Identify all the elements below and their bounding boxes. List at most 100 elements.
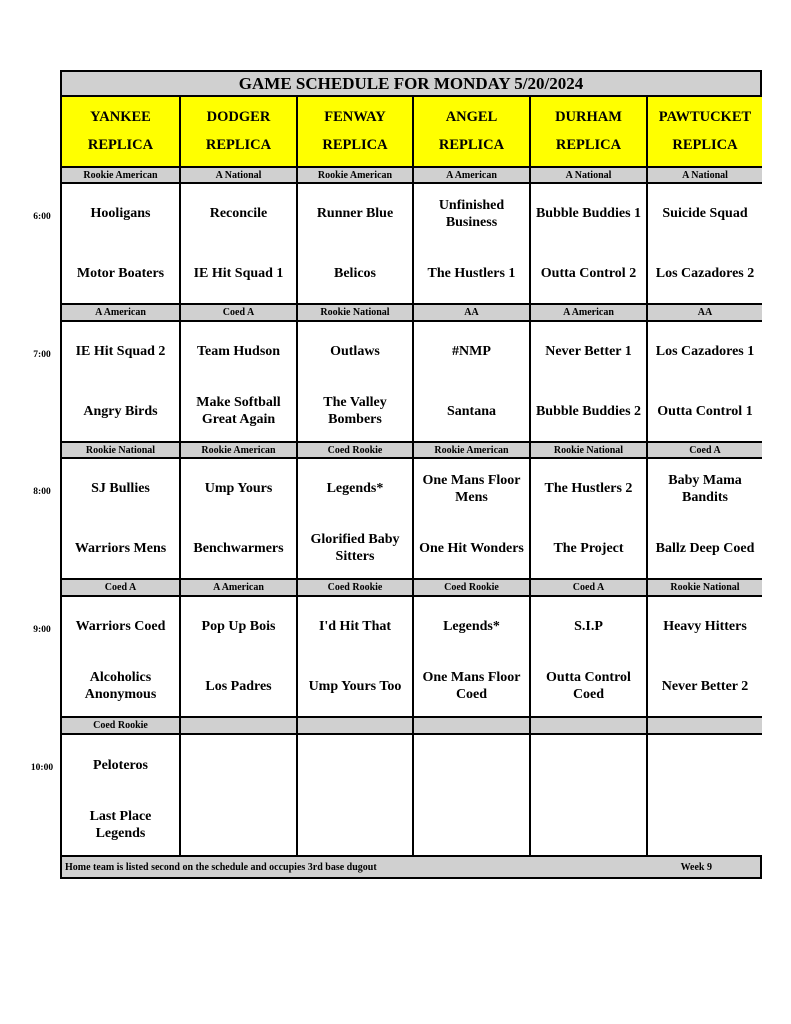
- home-team: Make Softball Great Again: [196, 395, 281, 428]
- field-name: YANKEE: [90, 108, 151, 125]
- division-label: Rookie American: [414, 443, 529, 457]
- division-label: Coed Rookie: [414, 580, 529, 595]
- game-cell: Unfinished Business The Hustlers 1: [414, 184, 529, 303]
- home-team: Santana: [446, 403, 497, 419]
- division-label: Coed Rookie: [62, 718, 179, 733]
- home-team: [298, 795, 412, 855]
- home-team: Ballz Deep Coed: [655, 540, 755, 556]
- game-cell: [648, 735, 762, 855]
- field-subtitle: REPLICA: [87, 137, 154, 154]
- home-team: Los Padres: [205, 678, 272, 694]
- division-label: Coed A: [648, 443, 762, 457]
- division-label: Rookie National: [298, 305, 412, 320]
- away-team: Los Cazadores 1: [655, 344, 755, 360]
- away-team: Legends*: [443, 619, 500, 635]
- away-team: Runner Blue: [316, 206, 394, 222]
- game-cell: I'd Hit That Ump Yours Too: [298, 597, 412, 716]
- division-label: A National: [181, 168, 296, 182]
- time-label: 6:00: [33, 212, 51, 222]
- game-cell: [181, 735, 296, 855]
- division-label: A National: [648, 168, 762, 182]
- time-label: 8:00: [33, 487, 51, 497]
- game-cell: Baby Mama Bandits Ballz Deep Coed: [648, 459, 762, 578]
- away-team: Peloteros: [93, 757, 148, 773]
- division-label: A American: [531, 305, 646, 320]
- game-cell: Pop Up Bois Los Padres: [181, 597, 296, 716]
- home-team: One Mans Floor Coed: [422, 670, 521, 703]
- away-team: Never Better 1: [545, 344, 632, 360]
- away-team: [531, 735, 646, 795]
- away-team: [648, 735, 762, 795]
- home-team: [181, 795, 296, 855]
- division-label: [298, 718, 412, 733]
- home-team: [414, 795, 529, 855]
- division-label: Rookie American: [298, 168, 412, 182]
- footer-note: Home team is listed second on the schedu…: [65, 861, 377, 873]
- away-team: Outlaws: [330, 344, 380, 360]
- division-label: Rookie National: [531, 443, 646, 457]
- away-team: Baby Mama Bandits: [668, 472, 742, 505]
- field-name: DODGER: [206, 108, 271, 125]
- field-header: DODGER REPLICA: [181, 97, 296, 166]
- away-team: #NMP: [452, 344, 491, 360]
- field-subtitle: REPLICA: [205, 137, 272, 154]
- division-label: Rookie National: [648, 580, 762, 595]
- division-label: Coed Rookie: [298, 443, 412, 457]
- time-label: 7:00: [33, 350, 51, 360]
- division-label: [531, 718, 646, 733]
- field-header: PAWTUCKET REPLICA: [648, 97, 762, 166]
- game-cell: Peloteros Last Place Legends: [62, 735, 179, 855]
- field-name: FENWAY: [324, 108, 386, 125]
- home-team: Motor Boaters: [76, 265, 165, 281]
- home-team: [531, 795, 646, 855]
- game-cell: Bubble Buddies 1 Outta Control 2: [531, 184, 646, 303]
- division-label: Rookie American: [181, 443, 296, 457]
- away-team: Suicide Squad: [662, 206, 748, 222]
- field-subtitle: REPLICA: [672, 137, 738, 154]
- home-team: Alcoholics Anonymous: [84, 670, 157, 703]
- away-team: [414, 735, 529, 795]
- division-label: [648, 718, 762, 733]
- away-team: IE Hit Squad 2: [75, 344, 166, 360]
- game-cell: One Mans Floor Mens One Hit Wonders: [414, 459, 529, 578]
- away-team: I'd Hit That: [318, 619, 392, 635]
- game-cell: Runner Blue Belicos: [298, 184, 412, 303]
- away-team: SJ Bullies: [91, 481, 150, 497]
- game-cell: Outlaws The Valley Bombers: [298, 322, 412, 441]
- game-cell: #NMP Santana: [414, 322, 529, 441]
- division-label: A American: [62, 305, 179, 320]
- game-cell: The Hustlers 2 The Project: [531, 459, 646, 578]
- home-team: Los Cazadores 2: [655, 265, 755, 281]
- division-label: Coed A: [531, 580, 646, 595]
- game-cell: S.I.P Outta Control Coed: [531, 597, 646, 716]
- field-header: YANKEE REPLICA: [62, 97, 179, 166]
- game-cell: SJ Bullies Warriors Mens: [62, 459, 179, 578]
- field-name: PAWTUCKET: [658, 108, 752, 125]
- division-label: A American: [181, 580, 296, 595]
- field-subtitle: REPLICA: [438, 137, 505, 154]
- game-cell: Never Better 1 Bubble Buddies 2: [531, 322, 646, 441]
- division-label: A National: [531, 168, 646, 182]
- division-label: Rookie American: [62, 168, 179, 182]
- game-cell: [531, 735, 646, 855]
- home-team: Angry Birds: [83, 403, 158, 419]
- field-subtitle: REPLICA: [555, 137, 622, 154]
- away-team: Pop Up Bois: [201, 619, 276, 635]
- footer-bar: Home team is listed second on the schedu…: [62, 857, 760, 877]
- field-subtitle: REPLICA: [322, 137, 388, 154]
- game-cell: Legends* Glorified Baby Sitters: [298, 459, 412, 578]
- home-team: Belicos: [334, 265, 376, 281]
- game-cell: Hooligans Motor Boaters: [62, 184, 179, 303]
- away-team: Team Hudson: [196, 344, 281, 360]
- game-cell: Los Cazadores 1 Outta Control 1: [648, 322, 762, 441]
- home-team: Warriors Mens: [74, 540, 167, 556]
- away-team: The Hustlers 2: [544, 481, 633, 497]
- home-team: The Project: [553, 540, 624, 556]
- away-team: [181, 735, 296, 795]
- away-team: Legends*: [326, 481, 384, 497]
- field-header: FENWAY REPLICA: [298, 97, 412, 166]
- game-cell: IE Hit Squad 2 Angry Birds: [62, 322, 179, 441]
- game-cell: Reconcile IE Hit Squad 1: [181, 184, 296, 303]
- field-name: DURHAM: [555, 108, 622, 125]
- away-team: Reconcile: [209, 206, 268, 222]
